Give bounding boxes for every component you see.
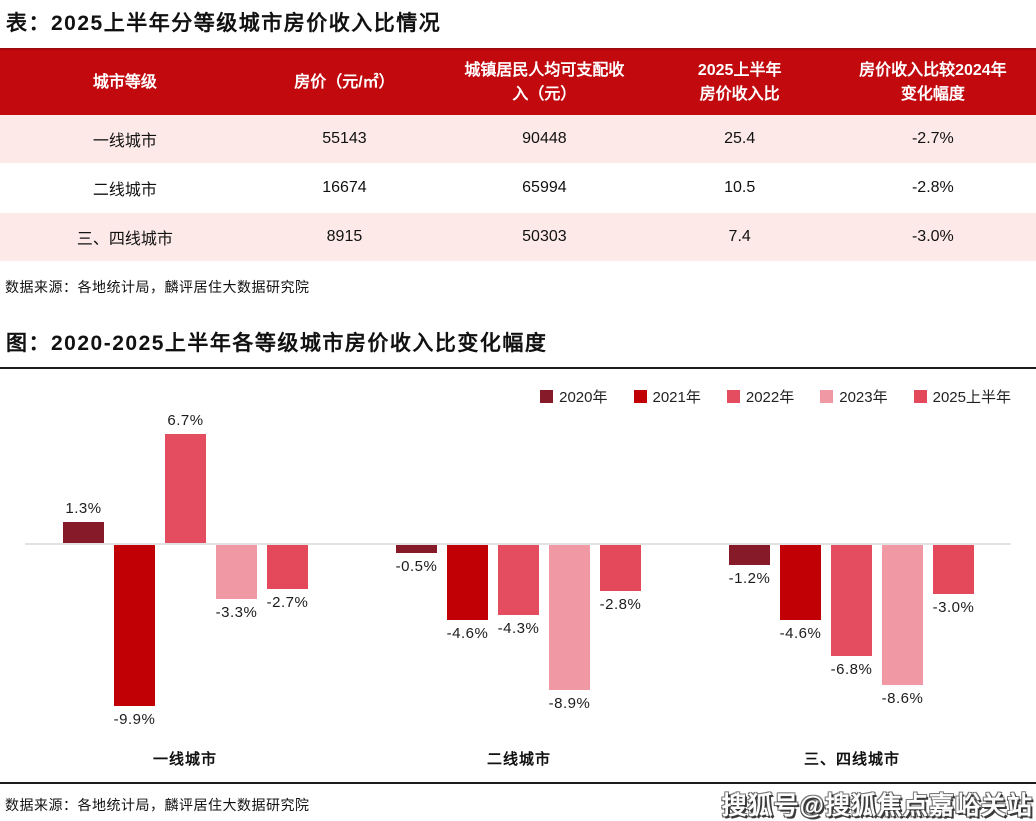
cell-income: 50303 (522, 228, 567, 245)
bar-value-label: -9.9% (113, 711, 156, 728)
cell-ratio: 7.4 (728, 228, 751, 245)
cell-ratio: 10.5 (724, 179, 756, 196)
bar-value-label: -8.6% (881, 690, 924, 707)
col-header-income: 城镇居民人均可支配收 入（元） (464, 62, 625, 103)
bar-2025上半年-一线城市 (267, 545, 308, 589)
bar-value-label: -0.5% (395, 558, 438, 575)
legend-swatch (820, 390, 834, 403)
bottom-divider-line (0, 782, 1036, 784)
chart-legend: 2020年 2021年 2022年 2023年 2025上半年 (540, 386, 1011, 407)
bar-2022年-一线城市 (165, 434, 206, 543)
bar-2023年-三、四线城市 (882, 545, 923, 685)
bar-value-label: -4.3% (497, 620, 540, 637)
cell-income: 65994 (522, 179, 567, 196)
col-header-tier: 城市等级 (92, 73, 157, 91)
legend-item-2023: 2023年 (820, 386, 888, 407)
bar-value-label: 6.7% (167, 412, 204, 429)
cell-tier: 三、四线城市 (76, 231, 173, 248)
bar-value-label: -2.8% (599, 596, 642, 613)
bar-value-label: -8.9% (548, 695, 591, 712)
col-header-price: 房价（元/㎡） (294, 73, 395, 91)
bar-2021年-三、四线城市 (780, 545, 821, 620)
legend-item-2021: 2021年 (633, 386, 701, 407)
bar-2020年-二线城市 (396, 545, 437, 553)
bar-2022年-三、四线城市 (831, 545, 872, 656)
legend-label: 2020年 (559, 389, 608, 406)
table-title: 表：2025上半年分等级城市房价收入比情况 (6, 12, 442, 35)
chart-source-note: 数据来源：各地统计局，麟评居住大数据研究院 (5, 797, 310, 813)
legend-label: 2025上半年 (932, 389, 1011, 406)
table-row: 一线城市 55143 90448 25.4 -2.7% (0, 115, 1036, 164)
legend-swatch (913, 390, 927, 403)
cell-change: -3.0% (911, 228, 954, 245)
cell-ratio: 25.4 (724, 130, 756, 147)
legend-label: 2022年 (745, 389, 795, 406)
legend-swatch (540, 390, 554, 403)
bar-value-label: -6.8% (830, 661, 873, 678)
legend-item-2022: 2022年 (726, 386, 795, 407)
legend-label: 2021年 (652, 389, 701, 406)
bar-2023年-二线城市 (549, 545, 590, 690)
category-label-tier2: 二线城市 (486, 751, 552, 768)
bar-value-label: -4.6% (446, 625, 489, 642)
table-row: 三、四线城市 8915 50303 7.4 -3.0% (0, 213, 1036, 262)
bar-value-label: -4.6% (779, 625, 822, 642)
legend-item-2025h1: 2025上半年 (913, 386, 1011, 407)
bar-2020年-一线城市 (63, 522, 104, 543)
bar-2021年-二线城市 (447, 545, 488, 620)
cell-income: 90448 (522, 130, 567, 147)
table-header-row: 城市等级 房价（元/㎡） 城镇居民人均可支配收 入（元） 2025上半年 房价收… (0, 48, 1036, 115)
bar-value-label: 1.3% (65, 500, 102, 517)
bar-value-label: -1.2% (728, 570, 771, 587)
cell-tier: 一线城市 (92, 133, 157, 150)
top-divider-line (0, 367, 1036, 369)
cell-price: 55143 (322, 130, 367, 147)
bar-value-label: -3.3% (215, 604, 258, 621)
cell-change: -2.7% (911, 130, 954, 147)
cell-price: 16674 (322, 179, 367, 196)
bar-2021年-一线城市 (114, 545, 155, 706)
watermark: 搜狐号@搜狐焦点嘉峪关站 (721, 792, 1033, 820)
category-label-tier1: 一线城市 (152, 751, 218, 768)
bar-2025上半年-二线城市 (600, 545, 641, 591)
tier-table: 城市等级 房价（元/㎡） 城镇居民人均可支配收 入（元） 2025上半年 房价收… (0, 48, 1036, 262)
col-header-ratio: 2025上半年 房价收入比 (697, 62, 782, 103)
legend-swatch (633, 390, 647, 403)
bar-2022年-二线城市 (498, 545, 539, 615)
cell-tier: 二线城市 (92, 182, 157, 199)
col-header-change: 房价收入比较2024年 变化幅度 (859, 62, 1007, 103)
zero-axis-line (25, 543, 1011, 545)
legend-swatch (726, 390, 740, 403)
bar-chart-plot: 1.3% -0.5% -1.2% -9.9% -4.6% -4.6% 6.7% -4.3% -6… (0, 404, 1036, 750)
cell-price: 8915 (326, 228, 363, 245)
bar-value-label: -2.7% (266, 594, 309, 611)
bar-value-label: -3.0% (932, 599, 975, 616)
bar-2023年-一线城市 (216, 545, 257, 599)
legend-item-2020: 2020年 (540, 386, 608, 407)
bar-2020年-三、四线城市 (729, 545, 770, 565)
chart-title: 图：2020-2025上半年各等级城市房价收入比变化幅度 (6, 332, 548, 355)
bar-2025上半年-三、四线城市 (933, 545, 974, 594)
table-source-note: 数据来源：各地统计局，麟评居住大数据研究院 (5, 279, 310, 295)
table-row: 二线城市 16674 65994 10.5 -2.8% (0, 164, 1036, 213)
legend-label: 2023年 (839, 389, 888, 406)
cell-change: -2.8% (911, 179, 954, 196)
category-label-tier34: 三、四线城市 (803, 751, 901, 768)
